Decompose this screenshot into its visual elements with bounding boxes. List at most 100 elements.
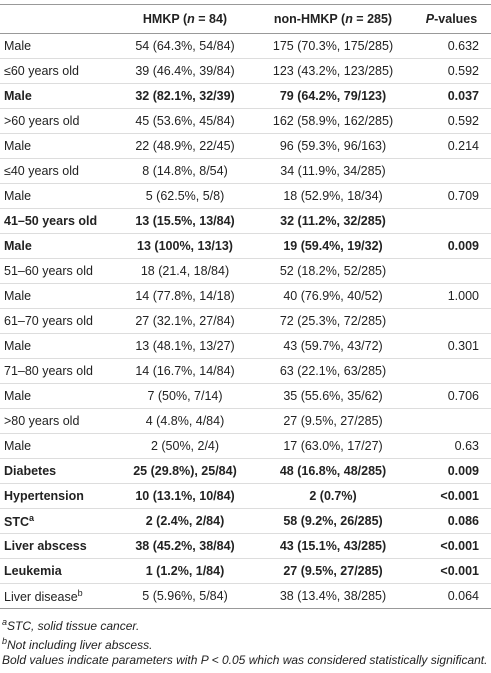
p-value: 0.064 xyxy=(447,589,479,603)
footnotes: aSTC, solid tissue cancer. bNot including… xyxy=(0,609,491,667)
non-hmkp-cell: 19 (59.4%, 19/32) xyxy=(254,233,412,259)
non-hmkp-value: 38 (13.4%, 38/285) xyxy=(279,589,387,603)
p-value-cell xyxy=(412,258,491,284)
non-hmkp-cell: 32 (11.2%, 32/285) xyxy=(254,208,412,234)
hmkp-value: 4 (4.8%, 4/84) xyxy=(145,414,225,428)
row-label-cell: ≤40 years old xyxy=(0,158,116,184)
row-label: Male xyxy=(4,139,32,153)
hmkp-cell: 13 (100%, 13/13) xyxy=(116,233,254,259)
row-label: Male xyxy=(4,339,32,353)
non-hmkp-cell: 96 (59.3%, 96/163) xyxy=(254,133,412,159)
p-value: <0.001 xyxy=(440,564,479,578)
header-text: n xyxy=(187,12,195,26)
p-value-cell: 0.009 xyxy=(412,233,491,259)
p-value-cell xyxy=(412,158,491,184)
p-value: 0.301 xyxy=(447,339,479,353)
hmkp-value: 14 (77.8%, 14/18) xyxy=(135,289,235,303)
row-label: 51–60 years old xyxy=(4,264,93,278)
non-hmkp-cell: 58 (9.2%, 26/285) xyxy=(254,508,412,534)
table-row: Male 2 (50%, 2/4) 17 (63.0%, 17/27) 0.63 xyxy=(0,433,491,459)
table-row: Male 7 (50%, 7/14) 35 (55.6%, 35/62) 0.706 xyxy=(0,383,491,409)
table-row: Liver abscess 38 (45.2%, 38/84) 43 (15.1%,… xyxy=(0,533,491,559)
hmkp-cell: 13 (48.1%, 13/27) xyxy=(116,333,254,359)
hmkp-cell: 8 (14.8%, 8/54) xyxy=(116,158,254,184)
row-label: ≤40 years old xyxy=(4,164,79,178)
hmkp-value: 2 (2.4%, 2/84) xyxy=(145,514,225,528)
p-value: 0.592 xyxy=(447,114,479,128)
p-value-cell: 0.009 xyxy=(412,458,491,484)
hmkp-cell: 2 (2.4%, 2/84) xyxy=(116,508,254,534)
non-hmkp-cell: 34 (11.9%, 34/285) xyxy=(254,158,412,184)
row-label: Hypertension xyxy=(4,489,84,503)
non-hmkp-value: 40 (76.9%, 40/52) xyxy=(283,289,383,303)
non-hmkp-value: 34 (11.9%, 34/285) xyxy=(280,164,386,178)
footnote: aSTC, solid tissue cancer. xyxy=(2,615,489,633)
table-row: Male 13 (48.1%, 13/27) 43 (59.7%, 43/72) 0.… xyxy=(0,333,491,359)
non-hmkp-cell: 79 (64.2%, 79/123) xyxy=(254,83,412,109)
non-hmkp-cell: 17 (63.0%, 17/27) xyxy=(254,433,412,459)
row-label-cell: Male xyxy=(0,183,116,209)
p-value-cell: 0.632 xyxy=(412,33,491,59)
row-label: Male xyxy=(4,289,32,303)
row-label: Male xyxy=(4,39,32,53)
non-hmkp-cell: 63 (22.1%, 63/285) xyxy=(254,358,412,384)
row-label: Leukemia xyxy=(4,564,62,578)
hmkp-cell: 22 (48.9%, 22/45) xyxy=(116,133,254,159)
p-value: 0.009 xyxy=(447,239,479,253)
row-label: ≤60 years old xyxy=(4,64,79,78)
row-label-cell: Hypertension xyxy=(0,483,116,509)
footnote: bNot including liver abscess. xyxy=(2,634,489,652)
p-value: 0.709 xyxy=(447,189,479,203)
hmkp-cell: 32 (82.1%, 32/39) xyxy=(116,83,254,109)
p-value-cell: 0.301 xyxy=(412,333,491,359)
footnote-marker: b xyxy=(2,636,8,646)
p-value: 0.214 xyxy=(447,139,479,153)
row-label-cell: >80 years old xyxy=(0,408,116,434)
non-hmkp-cell: 123 (43.2%, 123/285) xyxy=(254,58,412,84)
table-row: ≤60 years old 39 (46.4%, 39/84) 123 (43.2%… xyxy=(0,58,491,84)
row-label-cell: >60 years old xyxy=(0,108,116,134)
row-label-cell: Male xyxy=(0,233,116,259)
non-hmkp-cell: 52 (18.2%, 52/285) xyxy=(254,258,412,284)
footnote-text: Bold values indicate parameters with P <… xyxy=(2,653,488,667)
non-hmkp-cell: 18 (52.9%, 18/34) xyxy=(254,183,412,209)
p-value-cell: 0.037 xyxy=(412,83,491,109)
table-row: Leukemia 1 (1.2%, 1/84) 27 (9.5%, 27/285) <… xyxy=(0,558,491,584)
table-row: Liver diseaseb 5 (5.96%, 5/84) 38 (13.4%, … xyxy=(0,583,491,609)
hmkp-cell: 2 (50%, 2/4) xyxy=(116,433,254,459)
footnote-marker: b xyxy=(77,587,83,598)
non-hmkp-value: 27 (9.5%, 27/285) xyxy=(283,414,383,428)
hmkp-value: 27 (32.1%, 27/84) xyxy=(135,314,235,328)
p-value-cell xyxy=(412,408,491,434)
hmkp-cell: 5 (62.5%, 5/8) xyxy=(116,183,254,209)
header-text: = 285) xyxy=(352,12,393,26)
non-hmkp-cell: 2 (0.7%) xyxy=(254,483,412,509)
table-row: STCa 2 (2.4%, 2/84) 58 (9.2%, 26/285) 0.086 xyxy=(0,508,491,534)
row-label: 61–70 years old xyxy=(4,314,93,328)
p-value-cell: 1.000 xyxy=(412,283,491,309)
p-value-cell xyxy=(412,308,491,334)
hmkp-cell: 14 (77.8%, 14/18) xyxy=(116,283,254,309)
p-value-cell xyxy=(412,358,491,384)
row-label-cell: Male xyxy=(0,133,116,159)
hmkp-cell: 25 (29.8%), 25/84) xyxy=(116,458,254,484)
hmkp-cell: 39 (46.4%, 39/84) xyxy=(116,58,254,84)
row-label-cell: Male xyxy=(0,383,116,409)
footnote-marker: a xyxy=(2,617,8,627)
header-text: HMKP ( xyxy=(142,12,188,26)
hmkp-value: 2 (50%, 2/4) xyxy=(150,439,220,453)
non-hmkp-value: 63 (22.1%, 63/285) xyxy=(279,364,387,378)
row-label: Male xyxy=(4,89,32,103)
table-row: Male 32 (82.1%, 32/39) 79 (64.2%, 79/123) 0… xyxy=(0,83,491,109)
row-label-cell: STCa xyxy=(0,508,116,534)
p-value: 0.009 xyxy=(447,464,479,478)
footnote-text: STC, solid tissue cancer. xyxy=(7,619,140,633)
non-hmkp-value: 32 (11.2%, 32/285) xyxy=(280,214,386,228)
header-text: n xyxy=(345,12,353,26)
table-body: Male 54 (64.3%, 54/84) 175 (70.3%, 175/285… xyxy=(0,33,491,609)
hmkp-value: 7 (50%, 7/14) xyxy=(147,389,223,403)
header-cell: HMKP (n = 84) xyxy=(116,4,254,34)
row-label-cell: 41–50 years old xyxy=(0,208,116,234)
table-row: Male 13 (100%, 13/13) 19 (59.4%, 19/32) 0.0… xyxy=(0,233,491,259)
row-label: STC xyxy=(4,515,29,530)
